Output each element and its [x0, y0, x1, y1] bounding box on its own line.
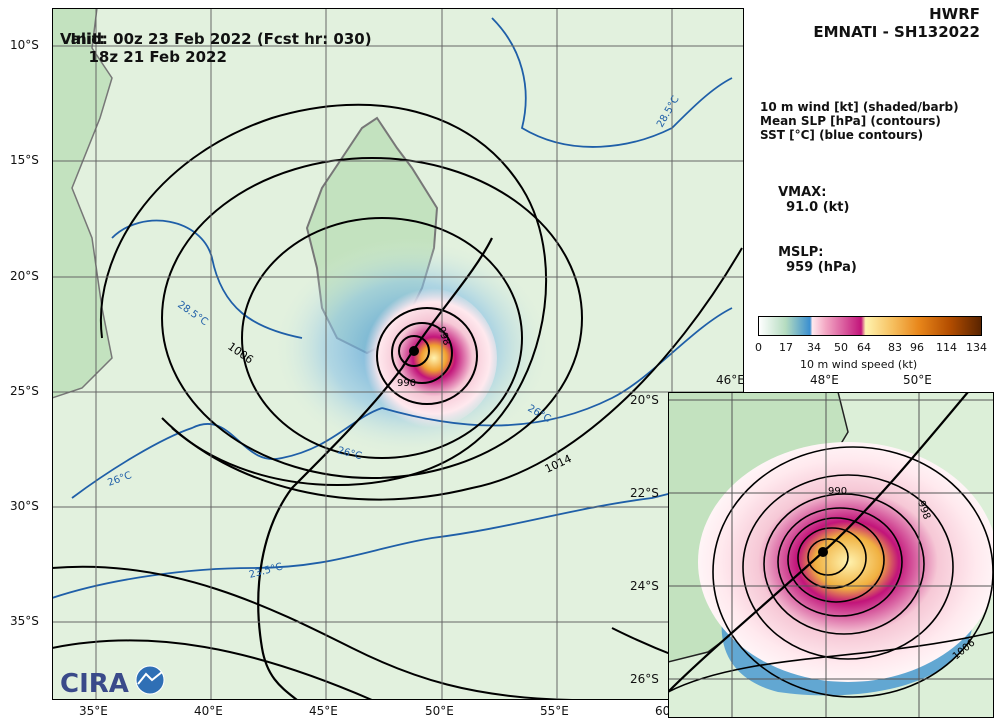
africa-land: [51, 7, 113, 400]
colorbar-label: 10 m wind speed (kt): [800, 358, 918, 371]
inset-slp-label-990: 990: [828, 486, 847, 497]
inset-map-canvas: 990 998 1006: [667, 391, 998, 718]
inset-lat-24s: 24°S: [630, 579, 659, 593]
slp-label-990: 990: [397, 378, 416, 389]
inset-lat-20s: 20°S: [630, 393, 659, 407]
vmax-label: VMAX:: [778, 185, 827, 200]
lat-label-15s: 15°S: [10, 153, 39, 167]
legend-wind: 10 m wind [kt] (shaded/barb): [760, 100, 959, 114]
inset-lon-46e: 46°E: [716, 373, 745, 387]
init-line: Init: 18z 21 Feb 2022: [60, 12, 227, 66]
inset-lon-48e: 48°E: [810, 373, 839, 387]
cb-tick-83: 83: [888, 341, 902, 354]
storm-name: EMNATI - SH132022: [813, 23, 980, 41]
legend-slp: Mean SLP [hPa] (contours): [760, 114, 941, 128]
colorbar: [758, 316, 982, 336]
vmax-value: 91.0 (kt): [786, 200, 850, 215]
svg-text:CIRA: CIRA: [60, 669, 129, 699]
cb-tick-114: 114: [936, 341, 957, 354]
sst-contours: [51, 17, 745, 599]
field-legend: 10 m wind [kt] (shaded/barb) Mean SLP [h…: [760, 100, 959, 142]
storm-stats: VMAX: 91.0 (kt) MSLP: 959 (hPa): [760, 170, 857, 290]
main-map: 1006 998 990 1014 28.5°C 28.5°C 26°C 26°…: [51, 7, 745, 701]
inset-map: 990 998 1006: [667, 391, 998, 718]
cb-tick-17: 17: [779, 341, 793, 354]
lat-label-20s: 20°S: [10, 269, 39, 283]
inset-lat-22s: 22°S: [630, 486, 659, 500]
mslp-label: MSLP:: [778, 245, 824, 260]
cira-logo: CIRA: [60, 665, 165, 699]
inset-lat-26s: 26°S: [630, 672, 659, 686]
cb-tick-96: 96: [910, 341, 924, 354]
mslp-row: MSLP: 959 (hPa): [760, 230, 857, 290]
lon-label-40e: 40°E: [194, 704, 223, 718]
init-label: Init:: [70, 30, 106, 48]
mslp-value: 959 (hPa): [786, 260, 857, 275]
main-map-border: [52, 8, 744, 700]
inset-lon-50e: 50°E: [903, 373, 932, 387]
lon-label-50e: 50°E: [425, 704, 454, 718]
lat-label-35s: 35°S: [10, 614, 39, 628]
lon-label-55e: 55°E: [540, 704, 569, 718]
lat-label-25s: 25°S: [10, 384, 39, 398]
storm-track: [257, 237, 493, 701]
cb-tick-50: 50: [834, 341, 848, 354]
cb-tick-64: 64: [857, 341, 871, 354]
lon-label-45e: 45°E: [309, 704, 338, 718]
init-time: 18z 21 Feb 2022: [88, 48, 227, 66]
lat-label-10s: 10°S: [10, 38, 39, 52]
cb-tick-134: 134: [966, 341, 987, 354]
valid-time: Valid: 00z 23 Feb 2022 (Fcst hr: 030): [60, 30, 372, 48]
lon-label-35e: 35°E: [79, 704, 108, 718]
vmax-row: VMAX: 91.0 (kt): [760, 170, 857, 230]
legend-sst: SST [°C] (blue contours): [760, 128, 924, 142]
cb-tick-0: 0: [755, 341, 762, 354]
inset-storm-center: [818, 547, 828, 557]
storm-center-marker: [409, 346, 419, 356]
inset-border: [668, 392, 994, 718]
main-map-canvas: 1006 998 990 1014 28.5°C 28.5°C 26°C 26°…: [51, 7, 745, 701]
model-name: HWRF: [929, 5, 980, 23]
lat-label-30s: 30°S: [10, 499, 39, 513]
cb-tick-34: 34: [807, 341, 821, 354]
colorbar-ticks: 0 17 34 50 64 83 96 114 134: [755, 341, 987, 357]
